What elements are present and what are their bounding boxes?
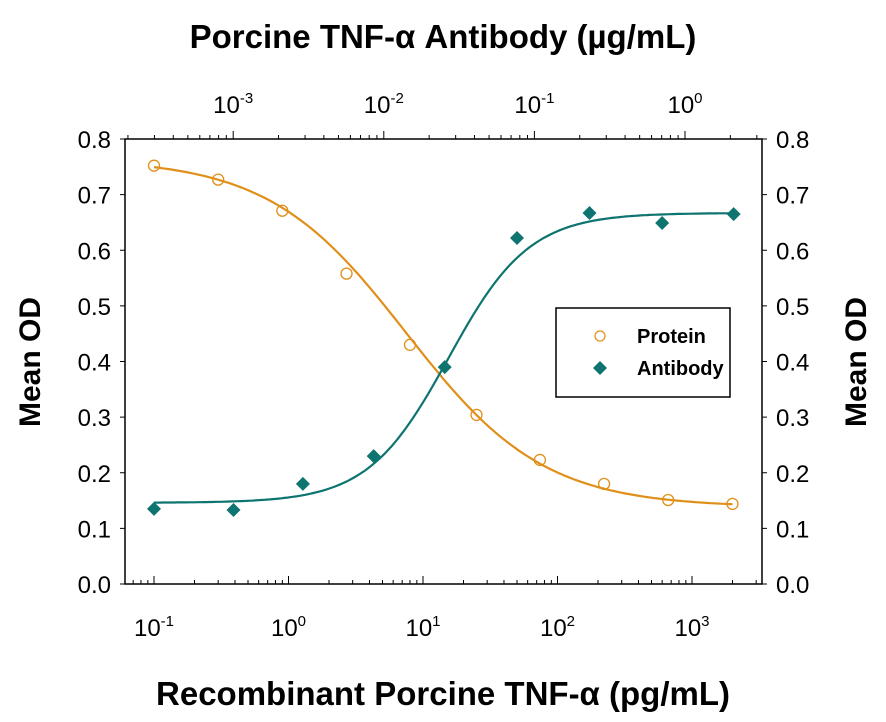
top-axis-tick-label: 10-2 xyxy=(364,90,404,119)
left-axis-title: Mean OD xyxy=(14,297,47,427)
right-axis-tick-label: 0.2 xyxy=(776,461,809,488)
right-axis-tick-label: 0.1 xyxy=(776,516,809,543)
right-axis-tick-label: 0.8 xyxy=(776,127,809,154)
legend-label-antibody: Antibody xyxy=(637,358,725,380)
right-axis-tick-label: 0.6 xyxy=(776,238,809,265)
left-axis-tick-label: 0.0 xyxy=(78,572,111,599)
protein-data-point xyxy=(662,493,675,507)
antibody-data-point xyxy=(147,501,161,516)
right-axis-tick-label: 0.4 xyxy=(776,350,809,377)
data-points xyxy=(147,159,741,518)
legend-label-protein: Protein xyxy=(637,326,706,348)
protein-legend-marker-icon xyxy=(594,330,606,342)
antibody-data-point xyxy=(726,207,741,222)
left-axis-tick-label: 0.8 xyxy=(78,127,111,154)
antibody-data-point xyxy=(366,449,381,464)
legend: Protein Antibody xyxy=(555,307,731,398)
antibody-data-point xyxy=(226,503,241,518)
antibody-data-point xyxy=(437,360,452,375)
protein-data-point xyxy=(147,159,161,172)
antibody-data-point xyxy=(510,231,525,246)
antibody-data-point xyxy=(295,476,310,491)
bottom-axis-tick-label: 10-1 xyxy=(134,613,174,642)
protein-data-point xyxy=(470,408,483,422)
legend-box xyxy=(555,307,731,398)
antibody-data-point xyxy=(655,215,670,230)
protein-data-point xyxy=(533,453,547,467)
left-axis-tick-label: 0.6 xyxy=(78,238,111,265)
protein-data-point xyxy=(726,497,739,511)
antibody-legend-marker-icon xyxy=(593,361,607,375)
protein-data-point xyxy=(212,173,225,186)
top-axis-tick-label: 100 xyxy=(667,90,702,119)
top-axis-tick-label: 10-3 xyxy=(213,90,253,119)
left-axis-tick-label: 0.5 xyxy=(78,294,111,321)
left-axis-tick-label: 0.3 xyxy=(78,405,111,432)
bottom-axis-tick-label: 101 xyxy=(405,613,440,642)
left-axis-tick-label: 0.1 xyxy=(78,516,111,543)
bottom-axis-title: Recombinant Porcine TNF-α (pg/mL) xyxy=(156,675,730,712)
right-axis-tick-label: 0.5 xyxy=(776,294,809,321)
axes: 10-1 100 101 102 103 10-3 10-2 10-1 100 0.0 0.0 0.1… xyxy=(78,90,810,642)
right-axis-title: Mean OD xyxy=(840,297,873,427)
top-axis-tick-label: 10-1 xyxy=(514,90,554,119)
right-axis-tick-label: 0.0 xyxy=(776,572,809,599)
left-axis-tick-label: 0.2 xyxy=(78,461,111,488)
top-axis-title: Porcine TNF-α Antibody (µg/mL) xyxy=(190,18,697,55)
protein-data-point xyxy=(276,204,289,217)
bottom-axis-tick-label: 103 xyxy=(674,613,709,642)
antibody-data-point xyxy=(582,205,597,220)
left-axis-tick-label: 0.4 xyxy=(78,350,111,377)
protein-data-point xyxy=(403,338,417,351)
protein-data-point xyxy=(340,267,353,280)
bottom-axis-tick-label: 102 xyxy=(540,613,575,642)
left-axis-tick-label: 0.7 xyxy=(78,183,111,210)
right-axis-tick-label: 0.7 xyxy=(776,183,809,210)
protein-data-point xyxy=(597,477,611,491)
bottom-axis-tick-label: 100 xyxy=(271,613,306,642)
protein-fit-curve xyxy=(153,166,733,506)
right-axis-tick-label: 0.3 xyxy=(776,405,809,432)
